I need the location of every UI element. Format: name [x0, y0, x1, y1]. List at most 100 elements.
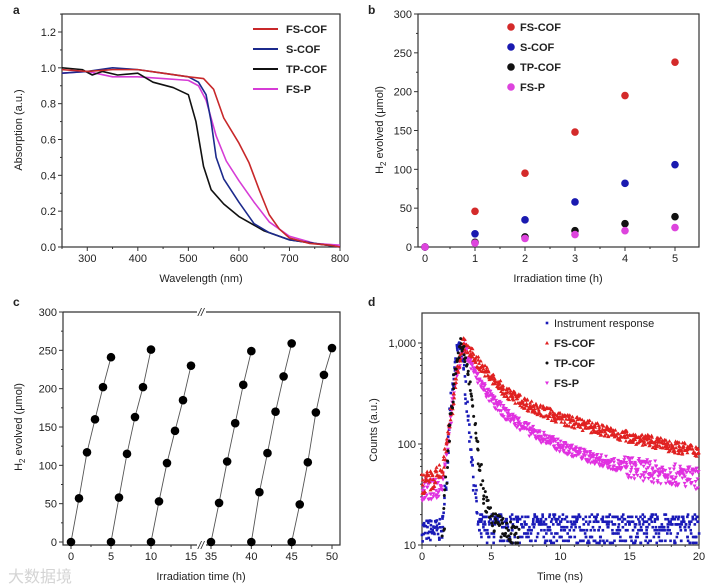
decay-point-fs-p [536, 436, 541, 440]
decay-point-instrument-response [664, 517, 667, 521]
y-tick-label-b: 0 [406, 242, 412, 254]
point-fs-p [521, 234, 529, 243]
decay-point-fs-cof [559, 420, 564, 424]
decay-point-instrument-response [464, 380, 468, 383]
decay-point-tp-cof [457, 356, 461, 360]
decay-point-fs-cof [505, 389, 510, 394]
decay-point-fs-cof [539, 413, 544, 418]
decay-point-instrument-response [503, 525, 507, 529]
decay-point-fs-cof [506, 386, 511, 391]
legend-label-fs-p: FS-P [554, 378, 579, 390]
decay-point-instrument-response [466, 400, 469, 404]
decay-point-instrument-response [422, 532, 425, 536]
decay-point-fs-cof [677, 440, 682, 444]
decay-point-instrument-response [427, 519, 430, 523]
decay-point-fs-p [660, 465, 665, 470]
decay-point-tp-cof [448, 423, 452, 427]
axis-c-right [206, 311, 341, 546]
decay-point-fs-p [673, 480, 678, 485]
decay-point-instrument-response [464, 397, 467, 401]
legend-label-tp-cof: TP-COF [286, 64, 327, 76]
decay-point-instrument-response [531, 520, 535, 524]
decay-point-tp-cof [464, 356, 468, 360]
decay-point-instrument-response [573, 515, 577, 519]
decay-point-tp-cof [459, 342, 463, 346]
decay-point-fs-p [552, 437, 557, 442]
decay-point-instrument-response [438, 525, 442, 529]
cycle-line-1 [70, 357, 112, 543]
decay-point-instrument-response [649, 539, 653, 543]
decay-point-instrument-response [689, 528, 693, 532]
decay-point-instrument-response [634, 535, 638, 539]
decay-point-instrument-response [441, 525, 445, 529]
decay-point-fs-cof [510, 395, 515, 399]
decay-point-fs-p [607, 464, 612, 469]
decay-point-fs-p [661, 470, 666, 474]
decay-point-instrument-response [573, 523, 577, 526]
decay-point-instrument-response [591, 525, 595, 529]
decay-point-instrument-response [607, 520, 611, 524]
cycle-point-5 [271, 407, 280, 416]
decay-point-instrument-response [651, 525, 655, 529]
decay-point-instrument-response [590, 513, 594, 516]
decay-point-instrument-response [582, 523, 586, 526]
decay-point-fs-cof [667, 444, 672, 449]
decay-point-fs-p [555, 447, 560, 451]
cycle-point-1 [66, 537, 76, 547]
decay-point-fs-cof [545, 416, 550, 420]
decay-point-instrument-response [544, 539, 547, 543]
x-tick-label-a: 600 [230, 253, 248, 265]
decay-point-tp-cof [456, 351, 460, 355]
decay-point-fs-cof [478, 359, 483, 363]
decay-point-instrument-response [518, 541, 521, 545]
legend-marker-tp-cof [545, 361, 549, 365]
decay-point-instrument-response [616, 515, 619, 519]
decay-point-instrument-response [612, 532, 616, 535]
decay-point-fs-p [499, 409, 504, 413]
decay-point-fs-cof [464, 342, 469, 347]
y-tick-label-a: 0.8 [41, 99, 56, 111]
decay-point-instrument-response [572, 528, 576, 532]
decay-point-fs-p [538, 430, 543, 434]
decay-point-tp-cof [508, 537, 512, 541]
decay-point-instrument-response [638, 520, 641, 524]
decay-point-fs-p [635, 473, 640, 478]
decay-point-instrument-response [581, 517, 585, 521]
decay-point-instrument-response [556, 523, 560, 526]
decay-point-instrument-response [548, 513, 552, 516]
decay-point-fs-cof [681, 444, 686, 448]
decay-point-fs-cof [518, 393, 523, 397]
decay-point-fs-cof [596, 423, 601, 427]
decay-point-fs-cof [602, 429, 607, 434]
decay-point-fs-p [513, 423, 518, 428]
decay-point-instrument-response [666, 517, 670, 521]
decay-point-fs-p [578, 446, 583, 451]
decay-point-instrument-response [654, 532, 658, 535]
decay-point-instrument-response [657, 532, 661, 535]
decay-point-instrument-response [542, 535, 546, 539]
x-tick-label-c: 35 [205, 551, 217, 563]
decay-point-fs-cof [476, 358, 481, 362]
decay-point-instrument-response [543, 528, 546, 532]
y-tick-label-a: 0.2 [41, 206, 56, 218]
decay-point-fs-p [436, 481, 441, 485]
y-tick-label-b: 50 [400, 203, 412, 215]
decay-point-fs-cof [590, 420, 595, 425]
decay-point-fs-cof [448, 417, 453, 422]
x-tick-label-a: 700 [280, 253, 298, 265]
decay-point-instrument-response [561, 513, 565, 516]
decay-point-instrument-response [623, 517, 627, 521]
decay-point-fs-p [617, 463, 622, 468]
decay-point-instrument-response [550, 532, 553, 535]
decay-point-instrument-response [541, 515, 545, 519]
decay-point-fs-cof [437, 463, 442, 467]
decay-point-fs-p [473, 375, 478, 380]
decay-point-instrument-response [597, 528, 600, 532]
decay-point-instrument-response [684, 523, 688, 526]
decay-point-instrument-response [675, 535, 679, 539]
x-tick-label-b: 0 [422, 253, 428, 265]
decay-point-fs-p [501, 404, 506, 408]
decay-point-fs-p [687, 478, 692, 482]
decay-point-fs-cof [422, 490, 427, 494]
decay-point-fs-cof [591, 428, 596, 432]
